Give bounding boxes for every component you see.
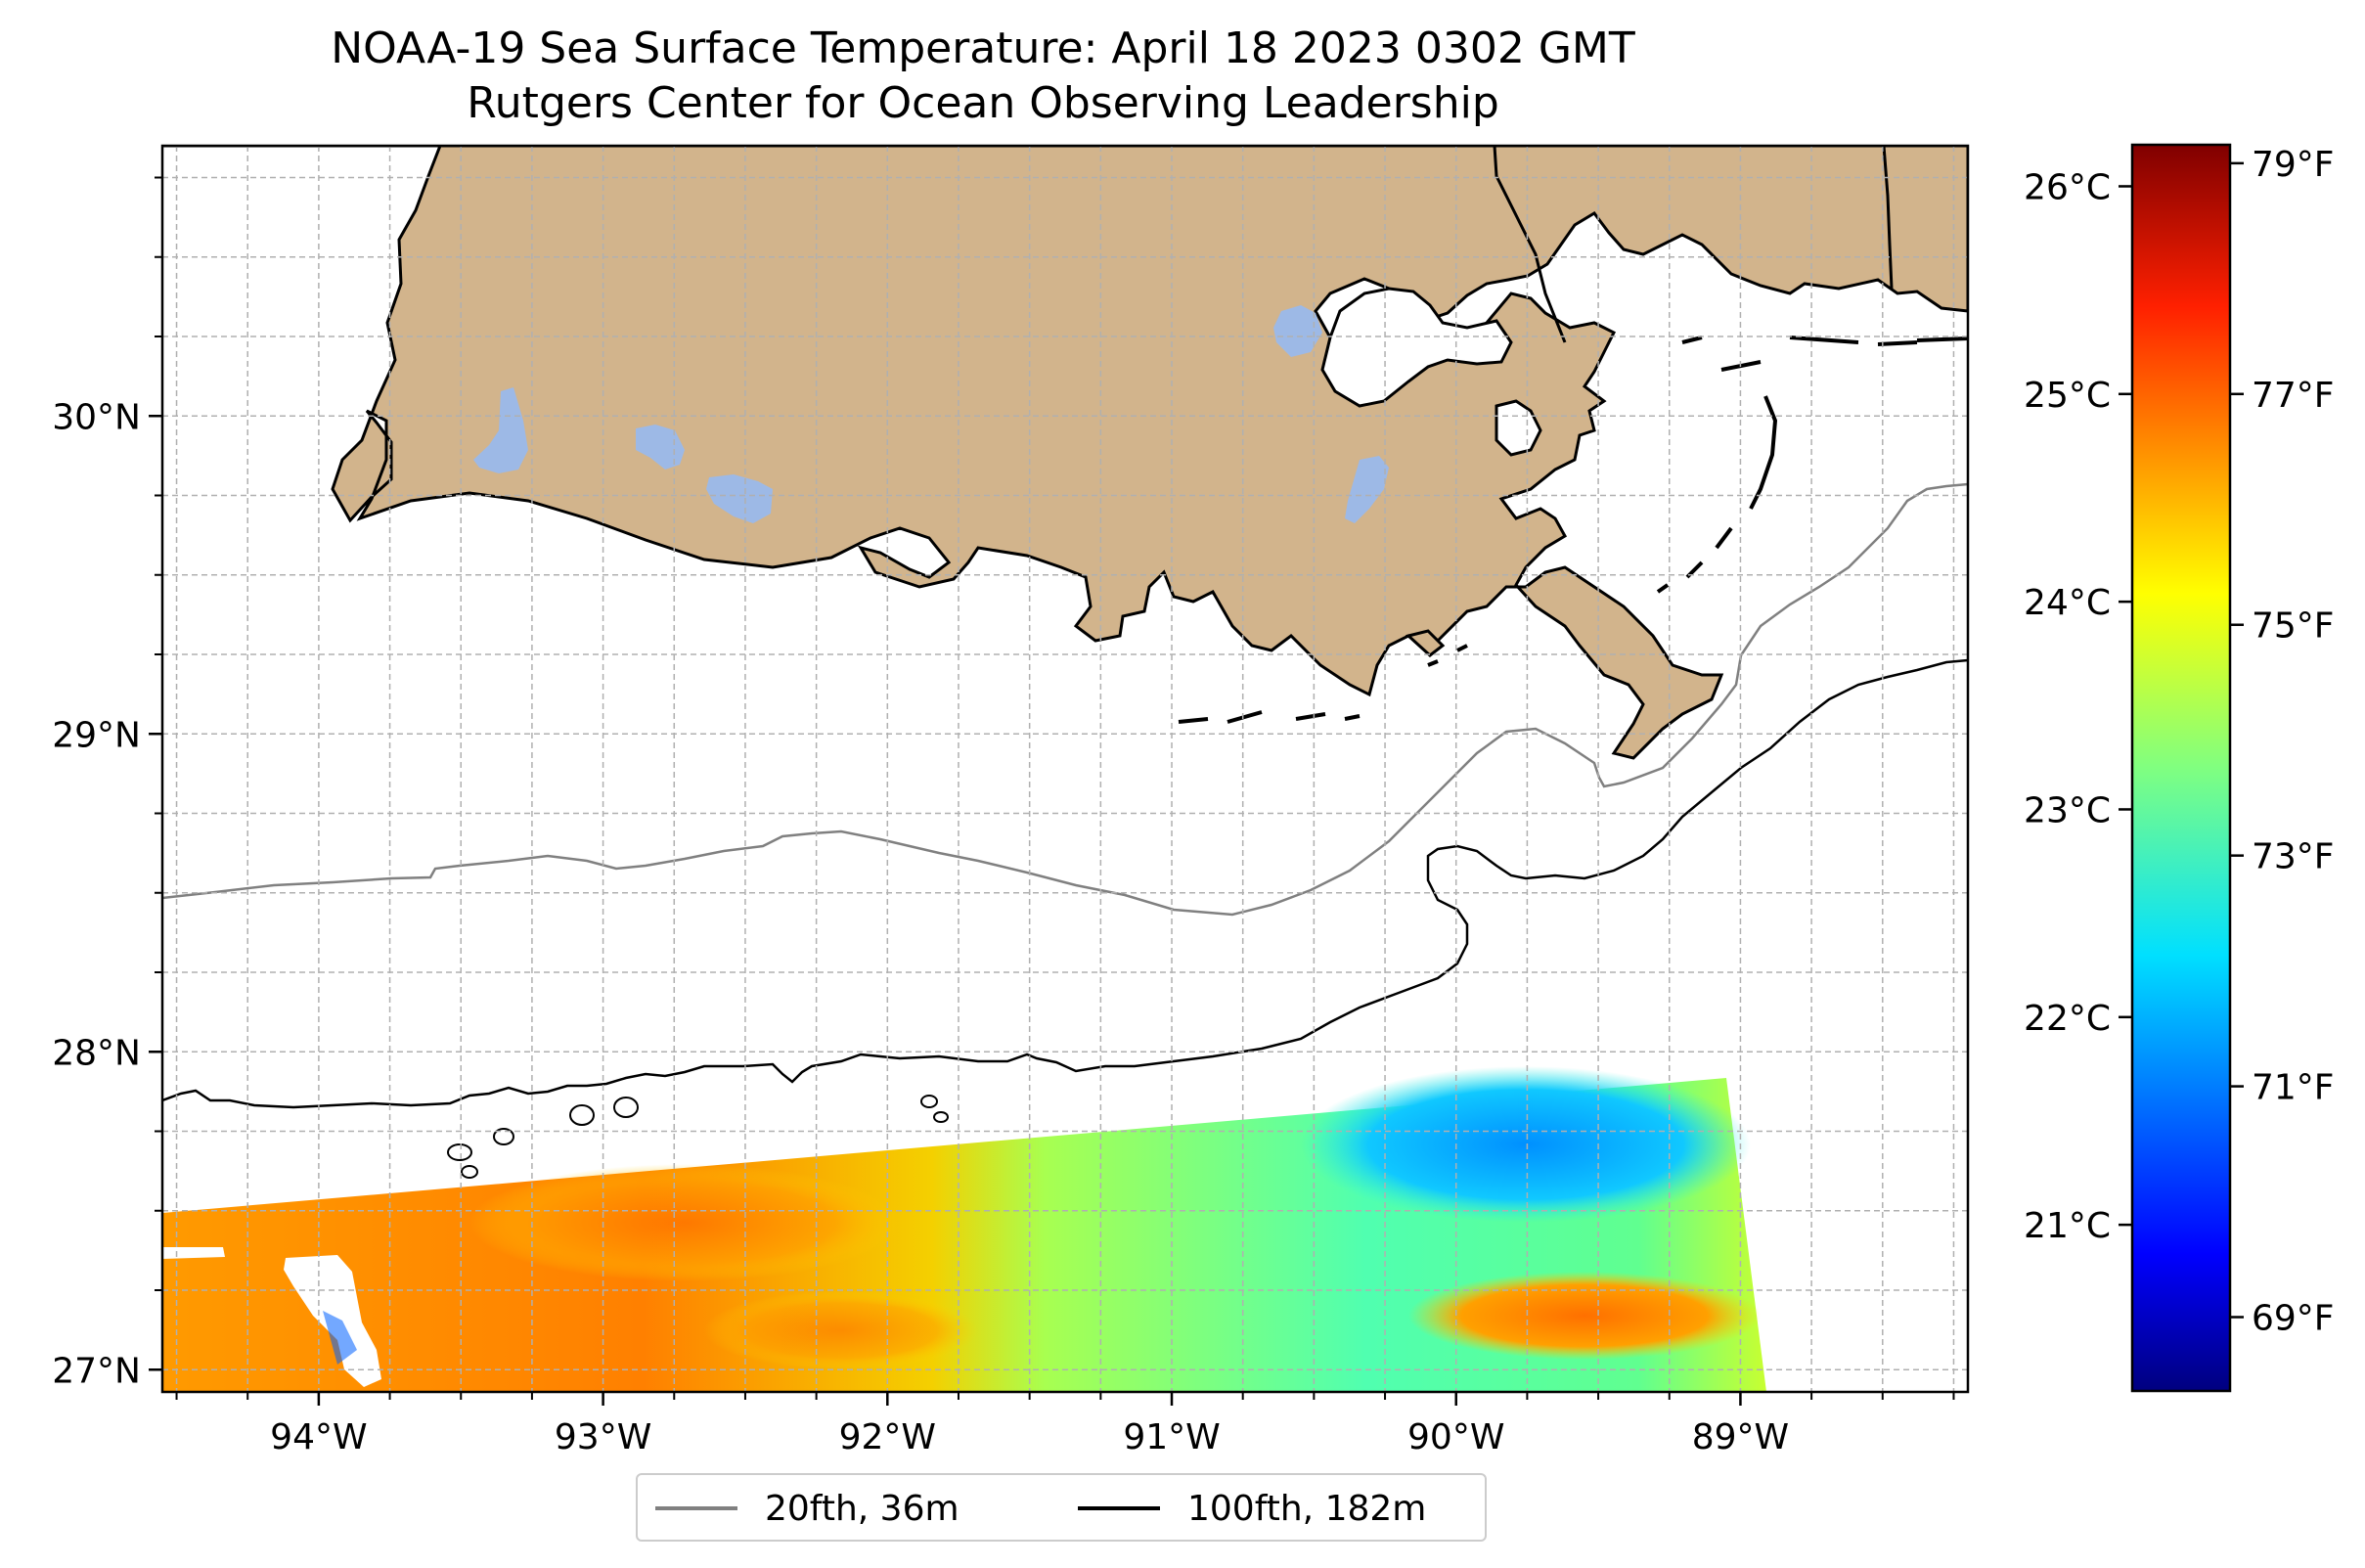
legend-label-100fth: 100fth, 182m (1187, 1488, 1427, 1529)
legend-item-20fth: 20fth, 36m (655, 1487, 959, 1530)
gridlines (162, 146, 1968, 1392)
fahrenheit-ticks: 79°F 77°F 75°F 73°F 71°F 69°F (2230, 145, 2335, 1339)
lon-tick-label: 94°W (270, 1417, 367, 1457)
lon-tick-label: 92°W (839, 1417, 936, 1457)
legend-line-20fth (655, 1506, 737, 1510)
white-lake (636, 425, 685, 470)
isobath-islands (447, 1095, 949, 1179)
lat-tick-label: 28°N (52, 1033, 141, 1073)
celsius-tick-label: 22°C (2024, 999, 2111, 1039)
celsius-tick-label: 23°C (2024, 790, 2111, 830)
celsius-tick-label: 21°C (2024, 1206, 2111, 1246)
isobath-legend: 20fth, 36m 100fth, 182m (636, 1473, 1487, 1542)
fahrenheit-tick-label: 71°F (2252, 1068, 2335, 1108)
fahrenheit-tick-label: 73°F (2252, 837, 2335, 877)
lat-tick-label: 30°N (52, 397, 141, 437)
celsius-tick-label: 24°C (2024, 583, 2111, 623)
barrier-islands (1178, 336, 1968, 724)
legend-label-20fth: 20fth, 36m (765, 1488, 959, 1529)
celsius-tick-label: 26°C (2024, 167, 2111, 207)
latitude-ticks: 30°N 29°N 28°N 27°N (52, 176, 162, 1391)
fahrenheit-tick-label: 69°F (2252, 1299, 2335, 1339)
lon-tick-label: 89°W (1692, 1417, 1789, 1457)
fahrenheit-tick-label: 75°F (2252, 606, 2335, 647)
legend-line-100fth (1078, 1506, 1160, 1510)
map-title: NOAA-19 Sea Surface Temperature: April 1… (331, 23, 1635, 73)
lon-tick-label: 91°W (1123, 1417, 1220, 1457)
lake-borgne (1495, 399, 1542, 457)
colorbar-gradient (2132, 145, 2230, 1391)
lac-des-allemands (1345, 456, 1389, 523)
colorbar: 26°C 25°C 24°C 23°C 22°C 21°C 79°F 77°F 75°F 73°… (2024, 143, 2335, 1393)
fahrenheit-tick-label: 79°F (2252, 145, 2335, 185)
isobath-100fth (162, 658, 1968, 1109)
lat-tick-label: 27°N (52, 1351, 141, 1391)
legend-item-100fth: 100fth, 182m (1078, 1487, 1426, 1530)
state-boundaries (1493, 146, 1894, 343)
map-frame (160, 144, 1970, 1394)
celsius-tick-label: 25°C (2024, 376, 2111, 416)
lake-pontchartrain (1320, 287, 1513, 408)
lake-maurepas (1273, 305, 1322, 357)
fahrenheit-tick-label: 77°F (2252, 376, 2335, 416)
lakes (473, 305, 1389, 523)
longitude-ticks: 94°W 93°W 92°W 91°W 90°W 89°W (175, 1392, 1955, 1457)
lat-tick-label: 29°N (52, 715, 141, 755)
land (162, 146, 1968, 760)
sst-swath (162, 1066, 1766, 1392)
map-body (162, 146, 1968, 1392)
lon-tick-label: 93°W (555, 1417, 651, 1457)
calcasieu-lake (473, 387, 528, 473)
celsius-ticks: 26°C 25°C 24°C 23°C 22°C 21°C (2024, 167, 2132, 1246)
isobath-20fth (162, 482, 1968, 917)
colorbar-frame (2130, 143, 2232, 1393)
grand-lake (706, 474, 773, 523)
lon-tick-label: 90°W (1407, 1417, 1504, 1457)
map-subtitle: Rutgers Center for Ocean Observing Leade… (467, 78, 1499, 128)
